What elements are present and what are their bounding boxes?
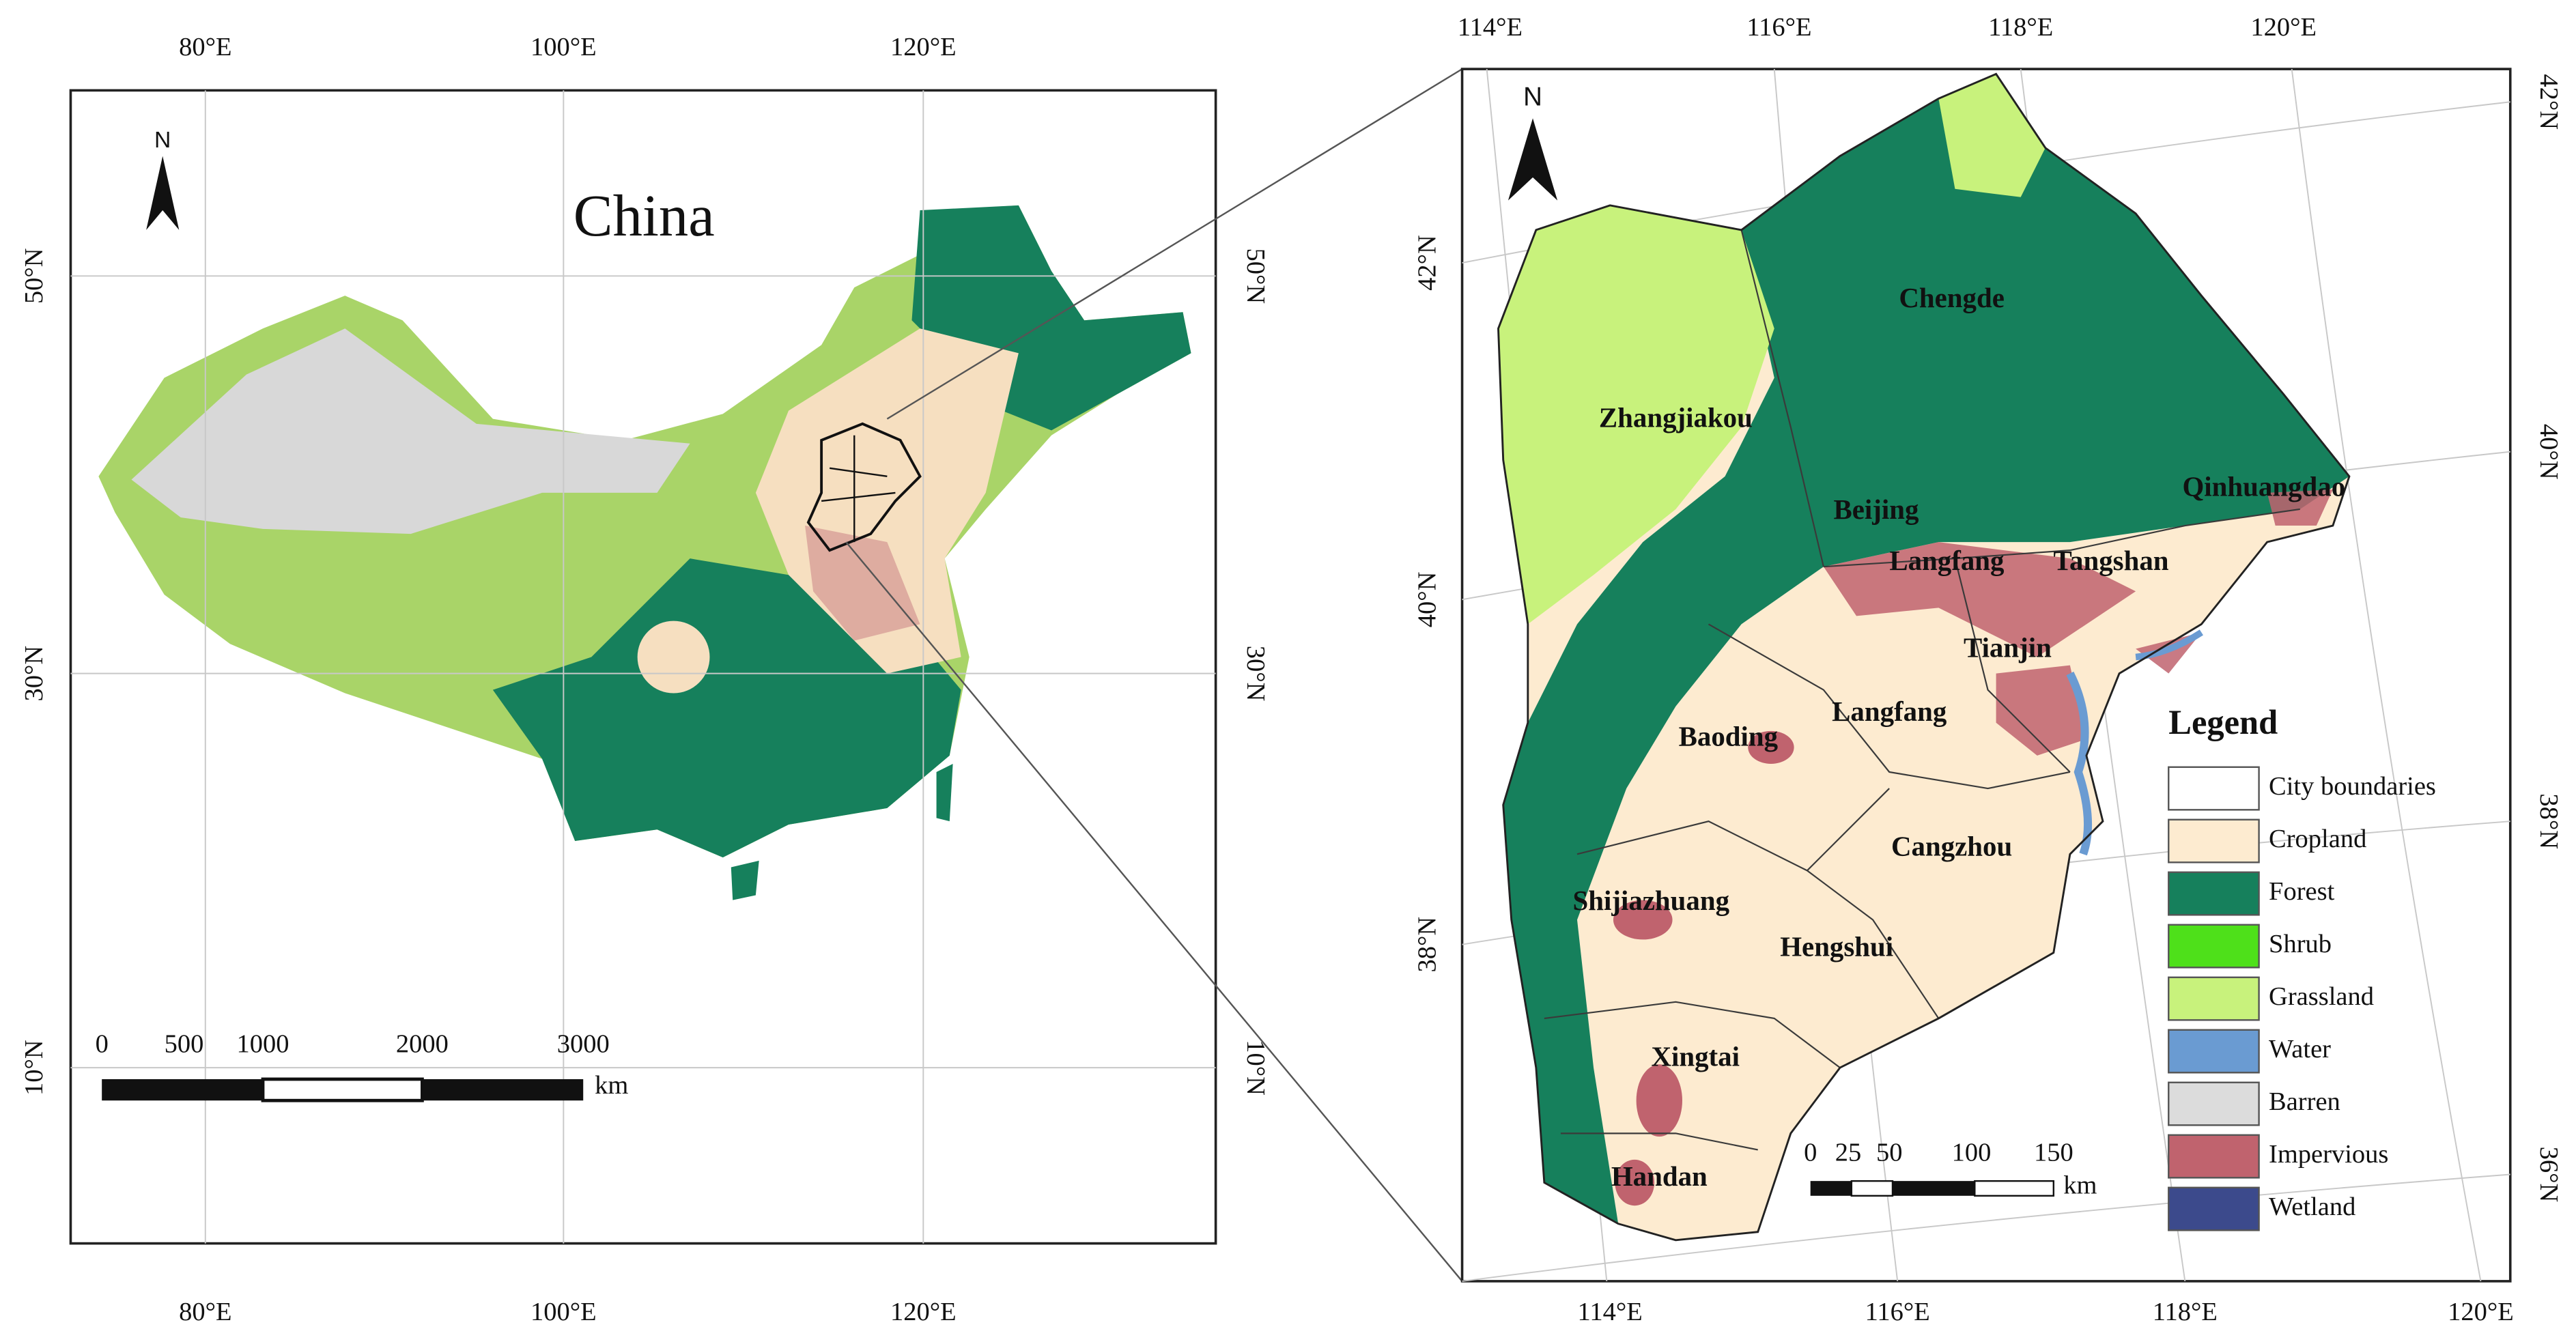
city-label: Cangzhou — [1891, 831, 2012, 861]
scale-label: 25 — [1835, 1138, 1862, 1167]
city-label: Xingtai — [1651, 1041, 1740, 1072]
lat-label: 50°N — [1241, 248, 1270, 304]
lat-label: 38°N — [1413, 917, 1441, 973]
lat-label: 40°N — [1413, 571, 1441, 627]
lon-label: 120°E — [890, 1298, 957, 1326]
city-label: Langfang — [1889, 545, 2005, 576]
lon-label: 120°E — [2250, 13, 2317, 42]
north-arrow — [146, 156, 180, 230]
city-label: Baoding — [1679, 721, 1779, 752]
lat-label: 10°N — [1241, 1040, 1270, 1096]
china-land — [98, 205, 1191, 900]
lat-label: 50°N — [20, 248, 48, 304]
hebei-map: 114°E 116°E 118°E 120°E 114°E 116°E 118°E 120°E… — [1413, 13, 2563, 1326]
scale-label: 100 — [1952, 1138, 1992, 1167]
legend-label: City boundaries — [2269, 772, 2436, 801]
lon-label: 120°E — [890, 33, 957, 61]
city-label: Qinhuangdao — [2182, 472, 2345, 502]
lon-label: 100°E — [530, 33, 597, 61]
legend-label: Cropland — [2269, 825, 2366, 853]
legend-swatch — [2168, 1186, 2260, 1231]
lat-label: 30°N — [1241, 646, 1270, 702]
connector — [845, 541, 1463, 1282]
city-label: Hengshui — [1780, 931, 1893, 962]
legend-swatch — [2168, 1081, 2260, 1126]
city-label: Tianjin — [1964, 632, 2052, 663]
lat-label: 40°N — [2534, 424, 2563, 480]
scale-label: 2000 — [396, 1030, 449, 1059]
scale-bar — [102, 1077, 584, 1102]
china-map: 80°E 100°E 120°E 80°E 100°E 120°E 50°N 30°N 10°N… — [20, 33, 1270, 1326]
legend-swatch — [2168, 871, 2260, 916]
north-label: N — [1523, 83, 1542, 112]
north-arrow — [1508, 118, 1558, 201]
lon-label: 114°E — [1578, 1298, 1643, 1326]
map-title: China — [574, 183, 715, 248]
city-label: Tangshan — [2054, 545, 2169, 576]
lon-label: 80°E — [179, 33, 231, 61]
scale-label: 500 — [165, 1030, 204, 1059]
scale-label: 1000 — [237, 1030, 289, 1059]
lat-label: 42°N — [2534, 74, 2563, 130]
legend-label: Water — [2269, 1035, 2331, 1063]
legend-swatch — [2168, 1134, 2260, 1179]
lon-label: 120°E — [2448, 1298, 2514, 1326]
city-label: Chengde — [1899, 283, 2005, 313]
lat-label: 36°N — [2534, 1147, 2563, 1203]
lat-label: 30°N — [20, 646, 48, 702]
connector — [886, 68, 1463, 420]
scale-bar — [1810, 1180, 2055, 1197]
lon-label: 114°E — [1458, 13, 1523, 42]
north-label: N — [154, 128, 171, 153]
scale-label: 3000 — [557, 1030, 610, 1059]
lon-label: 118°E — [1988, 13, 2053, 42]
city-label: Beijing — [1833, 494, 1919, 525]
lon-label: 100°E — [530, 1298, 597, 1326]
scale-label: 0 — [96, 1030, 109, 1059]
scale-label: 50 — [1876, 1138, 1903, 1167]
scale-label: 0 — [1804, 1138, 1817, 1167]
city-label: Zhangjiakou — [1599, 402, 1753, 433]
legend-label: Grassland — [2269, 982, 2374, 1011]
lat-label: 42°N — [1413, 235, 1441, 291]
legend-label: Shrub — [2269, 930, 2332, 958]
city-label: Handan — [1611, 1161, 1708, 1192]
lon-label: 116°E — [1746, 13, 1811, 42]
lat-label: 10°N — [20, 1040, 48, 1096]
scale-unit: km — [2063, 1171, 2097, 1200]
legend-swatch — [2168, 924, 2260, 969]
legend-label: Impervious — [2269, 1140, 2388, 1169]
scale-unit: km — [595, 1071, 628, 1100]
lat-label: 38°N — [2534, 793, 2563, 849]
lon-label: 80°E — [179, 1298, 231, 1326]
legend-swatch — [2168, 818, 2260, 863]
legend-label: Forest — [2269, 877, 2335, 906]
city-label: Shijiazhuang — [1573, 885, 1730, 916]
legend-swatch — [2168, 1029, 2260, 1074]
lon-label: 116°E — [1865, 1298, 1930, 1326]
legend: Legend City boundaries Cropland Forest Shru… — [2168, 703, 2436, 1231]
legend-swatch — [2168, 976, 2260, 1021]
scale-label: 150 — [2034, 1138, 2073, 1167]
lon-label: 118°E — [2153, 1298, 2218, 1326]
legend-swatch — [2168, 766, 2260, 811]
legend-label: Barren — [2269, 1087, 2340, 1116]
legend-label: Wetland — [2269, 1193, 2355, 1221]
hebei-land — [1497, 72, 2351, 1242]
city-label: Langfang — [1832, 696, 1947, 727]
legend-title: Legend — [2168, 703, 2278, 741]
